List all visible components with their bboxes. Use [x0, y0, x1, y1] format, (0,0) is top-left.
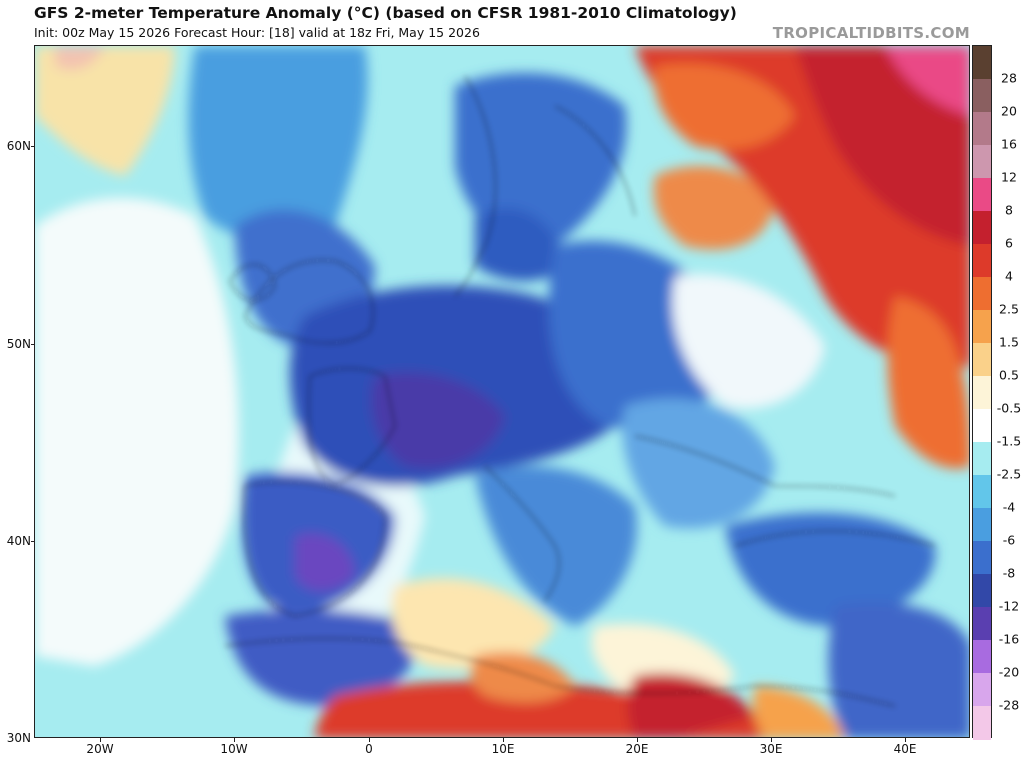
color-scale-label: 6 — [1005, 235, 1013, 251]
lon-tick — [637, 738, 638, 742]
color-scale-label: -4 — [1002, 499, 1016, 515]
color-scale-label: 0.5 — [999, 367, 1019, 383]
color-scale-label: 2.5 — [999, 301, 1019, 317]
color-scale-label: 20 — [1001, 103, 1017, 119]
color-scale-segment — [973, 310, 991, 344]
color-scale-label: -28 — [998, 697, 1020, 713]
color-scale-label: -16 — [998, 631, 1020, 647]
lon-tick — [771, 738, 772, 742]
color-scale-segment — [973, 178, 991, 212]
temperature-anomaly-map — [34, 45, 970, 738]
color-scale-label: -1.5 — [996, 433, 1022, 449]
color-scale-label: 12 — [1001, 169, 1017, 185]
color-scale-bar — [972, 45, 992, 740]
lon-label-10w: 10W — [220, 742, 248, 756]
lat-tick — [31, 344, 35, 345]
color-scale-segment — [973, 46, 991, 80]
color-scale-segment — [973, 409, 991, 443]
lon-label-0: 0 — [365, 742, 373, 756]
color-scale-segment — [973, 574, 991, 608]
color-scale-label: -0.5 — [996, 400, 1022, 416]
forecast-info: Init: 00z May 15 2026 Forecast Hour: [18… — [34, 25, 480, 40]
color-scale-label: -6 — [1002, 532, 1016, 548]
lat-label-60n: 60N — [6, 139, 31, 153]
color-scale-segment — [973, 607, 991, 641]
lat-tick — [31, 541, 35, 542]
color-scale-label: 16 — [1001, 136, 1017, 152]
color-scale-segment — [973, 508, 991, 542]
color-scale-segment — [973, 376, 991, 410]
lon-tick — [234, 738, 235, 742]
color-scale-label: 28 — [1001, 70, 1017, 86]
color-scale-segment — [973, 343, 991, 377]
color-scale-label: 4 — [1005, 268, 1013, 284]
color-scale-label: -2.5 — [996, 466, 1022, 482]
coastlines — [224, 75, 936, 707]
color-scale-segment — [973, 145, 991, 179]
color-scale-segment — [973, 211, 991, 245]
color-scale-segment — [973, 79, 991, 113]
lon-label-20w: 20W — [86, 742, 114, 756]
color-scale-segment — [973, 442, 991, 476]
lat-label-30n: 30N — [6, 731, 31, 745]
color-scale-segment — [973, 244, 991, 278]
color-scale-label: -12 — [998, 598, 1020, 614]
color-scale-label: 1.5 — [999, 334, 1019, 350]
lat-label-50n: 50N — [6, 337, 31, 351]
color-scale-label: 8 — [1005, 202, 1013, 218]
color-scale-segment — [973, 706, 991, 740]
anomaly-shading — [35, 46, 969, 737]
lon-label-20e: 20E — [625, 742, 649, 756]
color-scale-segment — [973, 475, 991, 509]
lon-tick — [369, 738, 370, 742]
lon-tick — [905, 738, 906, 742]
lon-label-10e: 10E — [491, 742, 515, 756]
color-scale-segment — [973, 541, 991, 575]
lon-tick — [100, 738, 101, 742]
lon-label-30e: 30E — [759, 742, 783, 756]
color-scale-label: -20 — [998, 664, 1020, 680]
lat-label-40n: 40N — [6, 534, 31, 548]
color-scale-label: -8 — [1002, 565, 1016, 581]
lon-tick — [503, 738, 504, 742]
lon-label-40e: 40E — [893, 742, 917, 756]
lat-tick — [31, 146, 35, 147]
color-scale-segment — [973, 277, 991, 311]
anomaly-field — [35, 46, 969, 737]
color-scale-segment — [973, 673, 991, 707]
color-scale-segment — [973, 640, 991, 674]
map-title: GFS 2-meter Temperature Anomaly (°C) (ba… — [34, 4, 737, 22]
color-scale-segment — [973, 112, 991, 146]
site-brand: TROPICALTIDBITS.COM — [772, 24, 970, 42]
